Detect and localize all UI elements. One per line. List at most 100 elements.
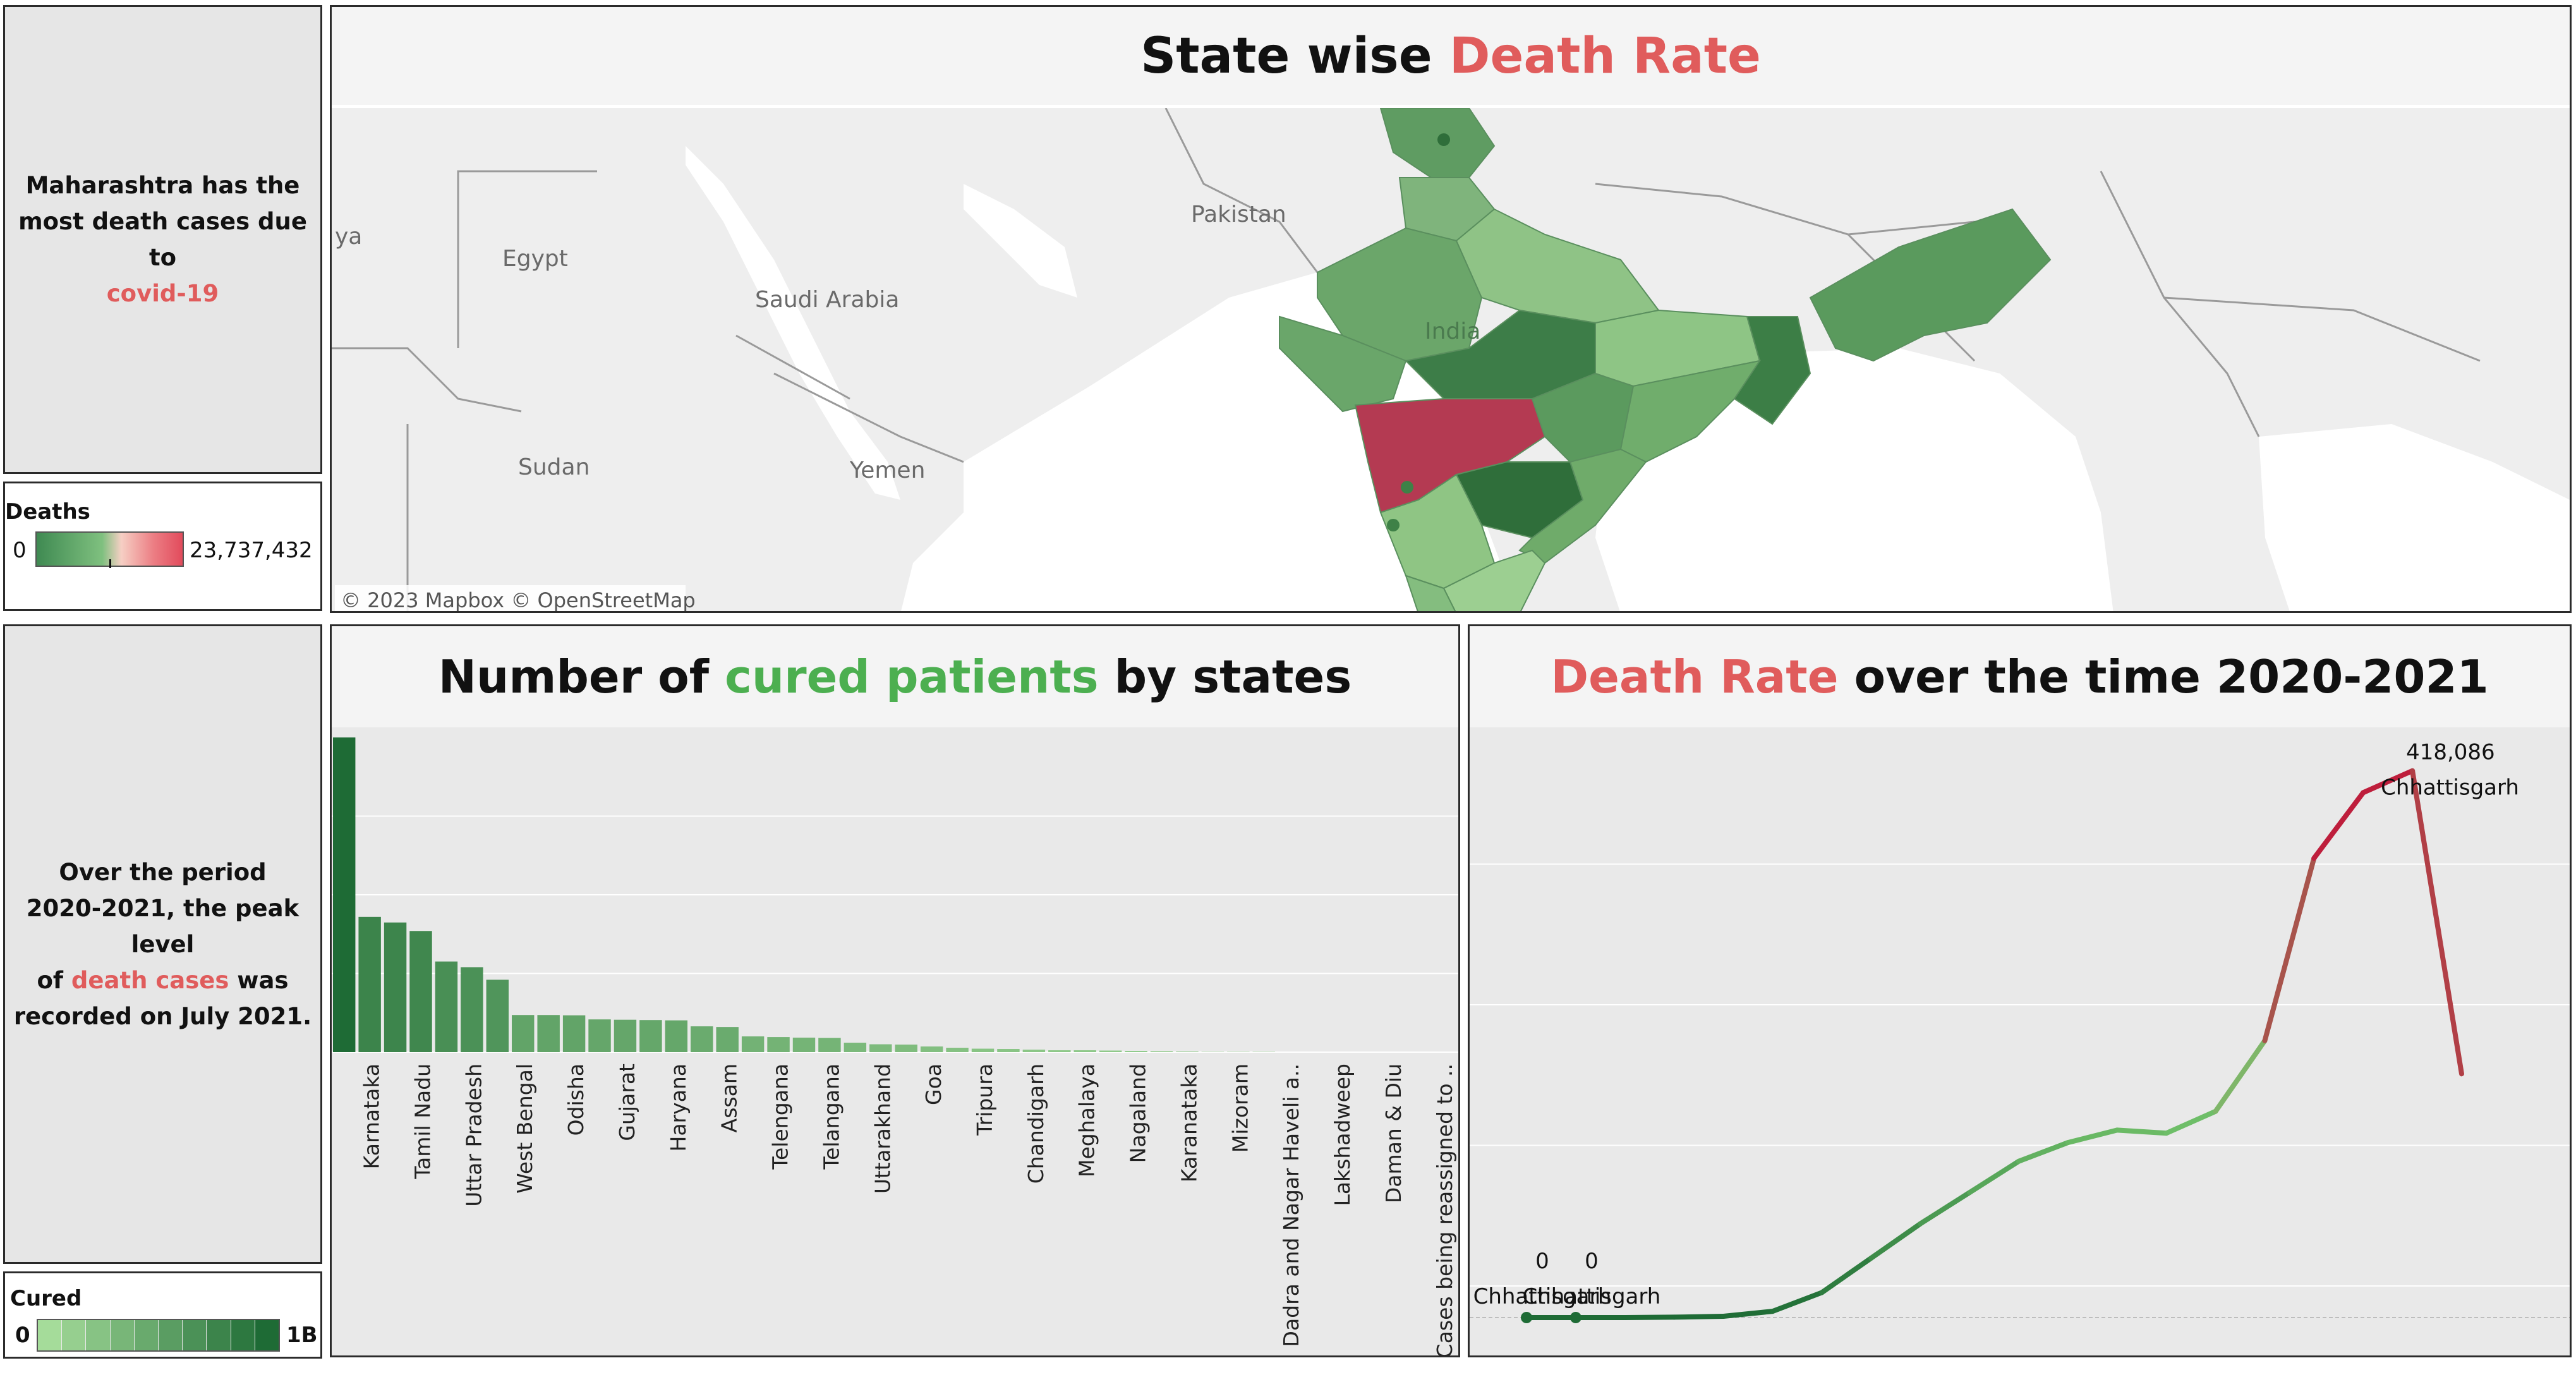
line-segment[interactable] <box>1720 1309 1775 1319</box>
bar-category-label: Uttarakhand <box>870 1064 895 1194</box>
line-point-marker[interactable] <box>1521 1312 1532 1323</box>
india-states[interactable] <box>1279 108 2052 613</box>
note-bottom-line2: 2020-2021, the peak level <box>26 894 299 958</box>
line-segment[interactable] <box>2213 1038 2268 1114</box>
bar[interactable] <box>691 1026 713 1052</box>
map-marker-lakshadweep[interactable] <box>1387 519 1400 531</box>
cured-legend-step <box>62 1320 87 1350</box>
bar[interactable] <box>1073 1050 1096 1052</box>
line-segment[interactable] <box>1967 1158 2021 1196</box>
bar-category-label: Karanataka <box>1176 1064 1201 1182</box>
line-segment[interactable] <box>1622 1314 1677 1320</box>
map-label-india: India <box>1425 318 1480 344</box>
bar[interactable] <box>639 1020 662 1052</box>
map-canvas[interactable]: Pakistan Egypt Saudi Arabia Sudan Yemen … <box>332 108 2570 613</box>
bar-chart-panel[interactable]: Number of cured patients by states Karna… <box>330 624 1460 1357</box>
bay-of-bengal <box>1595 348 2113 611</box>
bar[interactable] <box>741 1036 765 1052</box>
line-segment[interactable] <box>2311 790 2366 861</box>
line-segment[interactable] <box>2065 1127 2120 1146</box>
persian-gulf <box>964 184 1077 298</box>
map-label-saudi: Saudi Arabia <box>755 287 899 313</box>
bar[interactable] <box>358 916 381 1052</box>
map-label-libya: ya <box>335 224 362 250</box>
bar[interactable] <box>333 737 356 1052</box>
bar[interactable] <box>716 1027 739 1052</box>
south-china-sea <box>2259 424 2570 611</box>
bar[interactable] <box>588 1019 611 1052</box>
bar[interactable] <box>767 1037 790 1052</box>
bar[interactable] <box>946 1048 969 1052</box>
bar-category-label: Telangana <box>819 1064 844 1170</box>
bar[interactable] <box>537 1015 560 1052</box>
bar[interactable] <box>1099 1050 1122 1052</box>
line-segment[interactable] <box>2114 1127 2169 1136</box>
line-segment[interactable] <box>1819 1256 1874 1295</box>
line-segment[interactable] <box>2016 1140 2071 1164</box>
bar[interactable] <box>512 1015 535 1052</box>
bar[interactable] <box>869 1044 892 1052</box>
map-marker-karnataka[interactable] <box>1401 481 1413 494</box>
line-title-highlight: Death Rate <box>1551 650 1839 703</box>
bar-chart-svg[interactable]: Karnataka Tamil Nadu Uttar Pradesh West Ben… <box>332 730 1458 1355</box>
note-top-line2: most death cases due to <box>18 208 307 271</box>
bar[interactable] <box>461 967 483 1052</box>
map-title-highlight: Death Rate <box>1449 27 1761 85</box>
bar[interactable] <box>1022 1050 1046 1052</box>
bar[interactable] <box>844 1043 867 1052</box>
bar-category-label: Telengana <box>768 1064 793 1170</box>
bar-category-label: Assam <box>717 1064 742 1132</box>
bar[interactable] <box>1125 1051 1147 1052</box>
map-attribution[interactable]: © 2023 Mapbox © OpenStreetMap <box>341 588 696 612</box>
bar-category-label: Nagaland <box>1126 1064 1151 1163</box>
note-top-line1: Maharashtra has the <box>25 172 300 199</box>
bar-category-label: West Bengal <box>512 1064 537 1194</box>
bar-category-label: Dadra and Nagar Haveli a.. <box>1279 1064 1303 1347</box>
line-chart-panel[interactable]: Death Rate over the time 2020-2021 0 Chha… <box>1468 624 2572 1357</box>
cured-legend[interactable]: Cured 0 1B <box>3 1271 322 1359</box>
map-title-pre: State wise <box>1140 27 1449 85</box>
bar[interactable] <box>486 979 509 1052</box>
bar[interactable] <box>792 1038 816 1052</box>
cured-legend-step <box>255 1320 279 1350</box>
line-chart-svg[interactable]: 0 Chhattisgarh 0 Chhattisgarh 418,086 Chhatti… <box>1470 730 2570 1355</box>
cured-legend-step <box>110 1320 135 1350</box>
line-segment[interactable] <box>2410 768 2464 1077</box>
bar[interactable] <box>435 961 458 1052</box>
bar[interactable] <box>1048 1050 1071 1052</box>
line-segment[interactable] <box>1868 1221 1923 1261</box>
cured-gradient-steps <box>37 1319 280 1352</box>
bar[interactable] <box>409 931 432 1052</box>
bar-category-label: Daman & Diu <box>1381 1064 1406 1203</box>
line-segment[interactable] <box>1770 1290 1825 1314</box>
bar[interactable] <box>920 1046 943 1052</box>
cured-legend-max: 1B <box>286 1323 318 1348</box>
bar-category-label: Lakshadweep <box>1330 1064 1355 1206</box>
map-panel[interactable]: State wise Death Rate <box>330 5 2572 613</box>
line-point-marker[interactable] <box>1569 1312 1581 1323</box>
line-segment[interactable] <box>1918 1190 1973 1227</box>
bar-category-label: Chandigarh <box>1024 1064 1048 1184</box>
line-segment[interactable] <box>1671 1314 1726 1320</box>
bar-category-label: Tripura <box>972 1064 997 1136</box>
bar[interactable] <box>971 1048 995 1052</box>
map-label-sudan: Sudan <box>518 454 590 480</box>
bar[interactable] <box>895 1045 917 1052</box>
note-top-highlight: covid-19 <box>106 280 219 307</box>
cured-legend-title: Cured <box>10 1286 82 1311</box>
bar[interactable] <box>818 1038 841 1052</box>
map-marker-jk[interactable] <box>1437 133 1450 146</box>
line-segment[interactable] <box>2163 1108 2218 1136</box>
bar[interactable] <box>997 1049 1020 1052</box>
bar[interactable] <box>384 922 407 1052</box>
bar[interactable] <box>665 1020 688 1052</box>
line-segment[interactable] <box>2262 856 2317 1043</box>
cured-legend-step <box>134 1320 159 1350</box>
bar[interactable] <box>614 1019 637 1052</box>
map-title: State wise Death Rate <box>332 7 2570 105</box>
line-peak-label: Chhattisgarh <box>2381 775 2519 801</box>
line-segment[interactable] <box>2361 768 2416 796</box>
deaths-legend[interactable]: Deaths 0 23,737,432 <box>3 482 322 611</box>
bar[interactable] <box>562 1015 586 1052</box>
country-borders <box>332 108 2481 611</box>
